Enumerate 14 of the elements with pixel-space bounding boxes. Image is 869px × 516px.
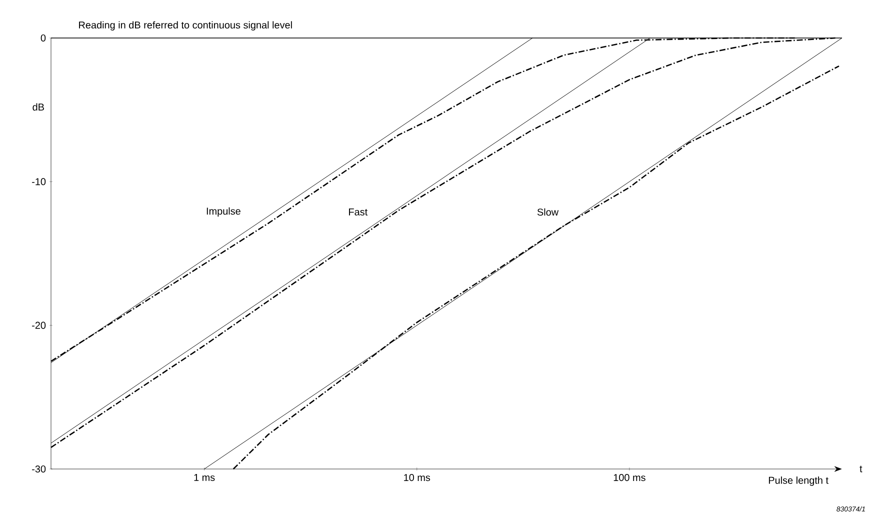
annotation: Impulse	[206, 207, 240, 217]
annotation: Fast	[349, 208, 368, 216]
x-tick-label: 1 ms	[194, 474, 215, 481]
x-tick-label: 100 ms	[614, 474, 646, 482]
y-tick-label: -10	[32, 178, 46, 186]
y-tick-label: 0	[40, 34, 46, 42]
chart-title: Reading in dB referred to continuous signal level	[79, 21, 292, 30]
text: t	[860, 466, 862, 472]
x-axis-title: Pulse length t	[768, 476, 828, 486]
annotation: Slow	[537, 208, 559, 216]
y-axis-title: dB	[32, 103, 44, 111]
y-tick-label: -20	[32, 322, 46, 329]
y-tick-label: -30	[32, 465, 46, 473]
x-tick-label: 10 ms	[404, 474, 430, 482]
